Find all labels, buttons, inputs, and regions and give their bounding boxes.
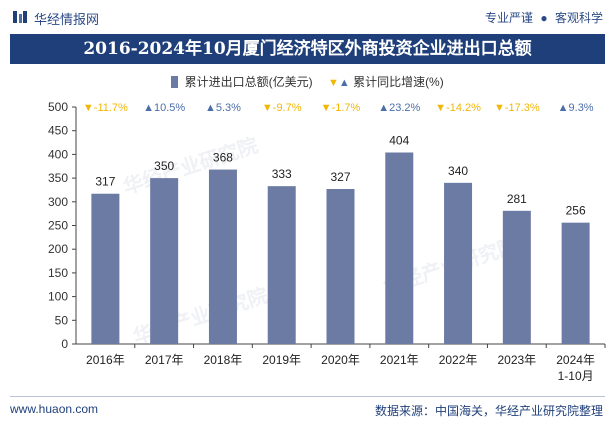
x-tick-label: 2019年 — [262, 353, 301, 367]
bar — [385, 152, 414, 344]
x-tick-label: 2018年 — [204, 353, 243, 367]
triangle-up-icon: ▲ — [338, 77, 350, 89]
triangle-down-icon: ▼ — [321, 102, 332, 114]
y-tick-label: 50 — [55, 313, 69, 327]
triangle-down-icon: ▼ — [83, 102, 94, 114]
legend-item-total: 累计进出口总额(亿美元) — [171, 73, 313, 90]
slogan: 专业严谨 ● 客观科学 — [485, 9, 603, 26]
bar-value-label: 368 — [213, 151, 233, 165]
slogan-left: 专业严谨 — [485, 11, 534, 25]
bar — [561, 222, 590, 344]
x-tick-label: 1-10月 — [558, 369, 594, 383]
bar — [150, 178, 179, 344]
triangle-up-icon: ▲ — [205, 102, 216, 114]
separator-dot-icon: ● — [540, 11, 548, 25]
triangle-down-icon: ▼ — [262, 102, 273, 114]
growth-label: ▼-1.7% — [321, 102, 361, 114]
y-tick-label: 250 — [48, 219, 68, 233]
y-tick-label: 300 — [48, 195, 68, 209]
legend-label-growth: 累计同比增速(%) — [353, 75, 444, 89]
y-tick-label: 200 — [48, 242, 68, 256]
x-tick-label: 2021年 — [380, 353, 419, 367]
x-tick-label: 2024年 — [556, 353, 595, 367]
growth-label: ▲9.3% — [558, 102, 594, 114]
bar — [502, 210, 531, 344]
triangle-up-icon: ▲ — [378, 102, 389, 114]
growth-value: -17.3% — [505, 102, 540, 114]
triangle-down-icon: ▼ — [435, 102, 446, 114]
growth-label: ▲23.2% — [378, 102, 420, 114]
growth-label: ▲10.5% — [143, 102, 185, 114]
legend-label-total: 累计进出口总额(亿美元) — [184, 75, 313, 89]
triangle-up-icon: ▲ — [143, 102, 154, 114]
bar-value-label: 317 — [95, 175, 115, 189]
bar — [208, 169, 237, 344]
growth-value: 23.2% — [389, 102, 420, 114]
bar-value-label: 350 — [154, 159, 174, 173]
growth-value: -14.2% — [446, 102, 481, 114]
x-tick-label: 2017年 — [145, 353, 184, 367]
bar-value-label: 256 — [566, 204, 586, 218]
growth-value: -1.7% — [332, 102, 361, 114]
chart-title: 2016-2024年10月厦门经济特区外商投资企业进出口总额 — [10, 34, 605, 64]
growth-label: ▼-14.2% — [435, 102, 481, 114]
top-bar: 华经情报网 专业严谨 ● 客观科学 — [0, 0, 615, 34]
x-tick-label: 2023年 — [497, 353, 536, 367]
y-tick-label: 0 — [61, 337, 68, 351]
footer-divider — [10, 396, 605, 397]
chart-plot: 0501001502002503003504004505003172016年▼-… — [48, 100, 606, 383]
bar-value-label: 333 — [272, 167, 292, 181]
growth-value: -11.7% — [94, 102, 128, 114]
triangle-down-icon: ▼ — [494, 102, 505, 114]
legend-bar-swatch — [171, 76, 179, 88]
bar-value-label: 327 — [330, 170, 350, 184]
chart-legend: 累计进出口总额(亿美元) ▼▲ 累计同比增速(%) — [0, 73, 615, 90]
bar — [91, 193, 120, 344]
y-tick-label: 400 — [48, 147, 68, 161]
growth-value: 5.3% — [216, 102, 241, 114]
triangle-up-icon: ▲ — [558, 102, 569, 114]
bar — [267, 186, 296, 344]
growth-value: -9.7% — [273, 102, 302, 114]
footer-source: 数据来源：中国海关，华经产业研究院整理 — [374, 404, 603, 418]
x-tick-label: 2020年 — [321, 353, 360, 367]
y-tick-label: 450 — [48, 124, 68, 138]
x-tick-label: 2022年 — [439, 353, 478, 367]
growth-label: ▼-17.3% — [494, 102, 540, 114]
slogan-right: 客观科学 — [554, 11, 603, 25]
growth-value: 9.3% — [569, 102, 594, 114]
y-tick-label: 350 — [48, 171, 68, 185]
legend-item-growth: ▼▲ 累计同比增速(%) — [328, 73, 444, 90]
x-tick-label: 2016年 — [86, 353, 125, 367]
bar — [444, 182, 473, 344]
growth-label: ▲5.3% — [205, 102, 241, 114]
footer-website: www.huaon.com — [10, 402, 99, 416]
bar — [326, 189, 355, 344]
y-tick-label: 500 — [48, 100, 68, 114]
growth-label: ▼-9.7% — [262, 102, 302, 114]
bar-value-label: 281 — [507, 192, 527, 206]
bar-value-label: 404 — [389, 134, 409, 148]
logo-icon — [13, 11, 27, 23]
growth-value: 10.5% — [154, 102, 185, 114]
y-tick-label: 150 — [48, 266, 68, 280]
bar-value-label: 340 — [448, 164, 468, 178]
growth-label: ▼-11.7% — [83, 102, 128, 114]
y-tick-label: 100 — [48, 290, 68, 304]
brand-name: 华经情报网 — [34, 12, 100, 27]
triangle-down-icon: ▼ — [327, 77, 339, 89]
